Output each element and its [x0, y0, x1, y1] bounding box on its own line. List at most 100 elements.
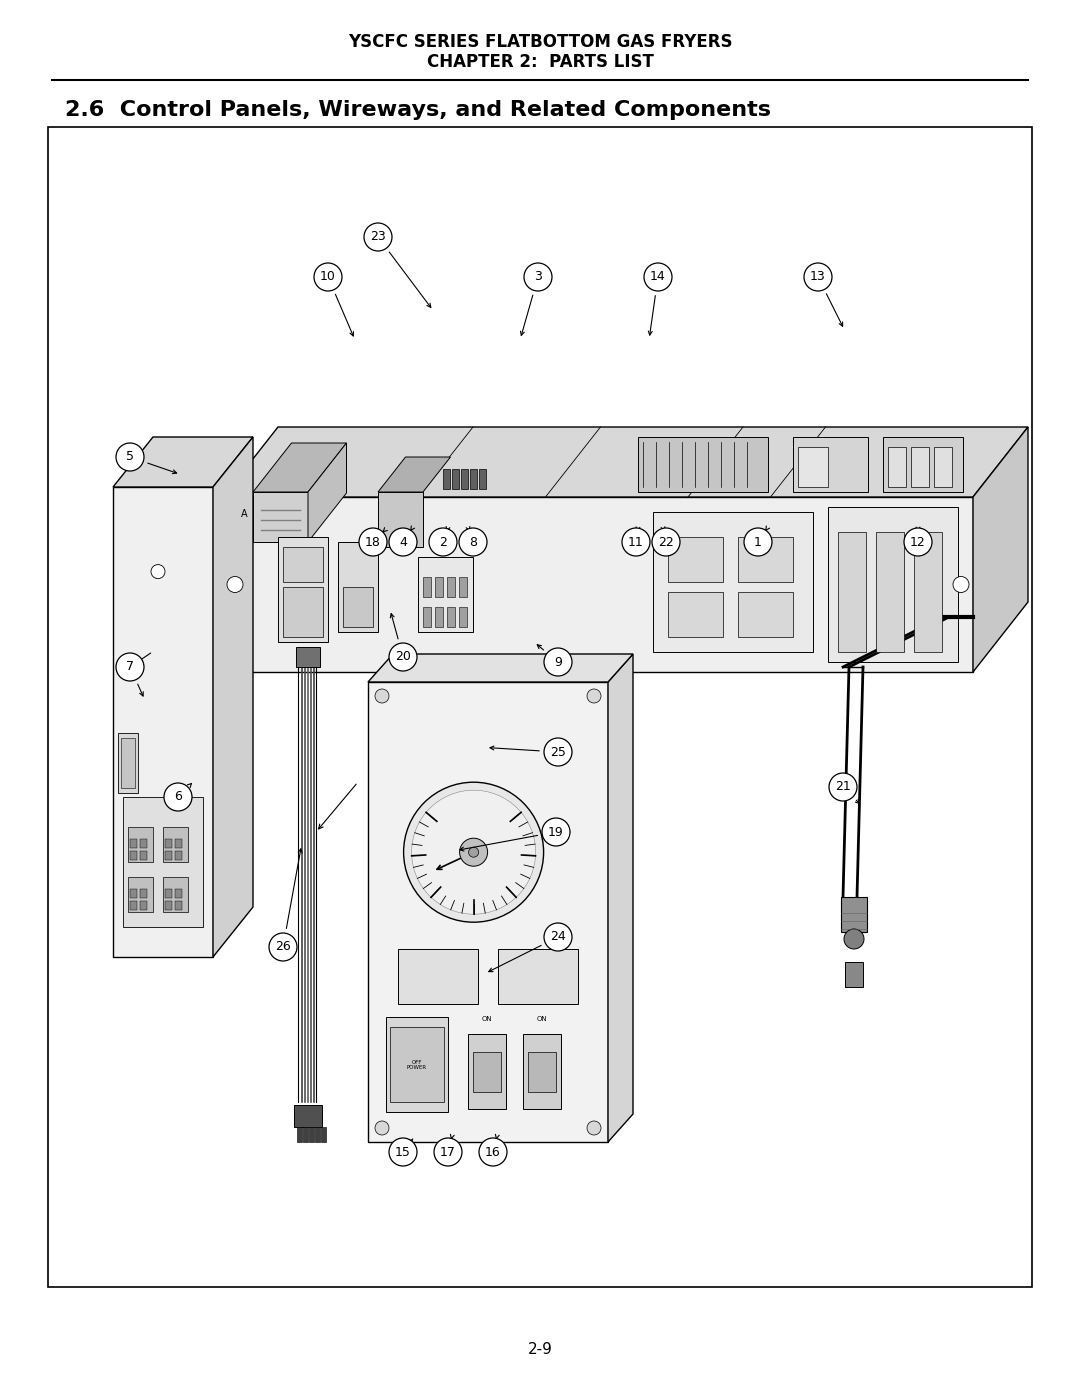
Text: 15: 15	[395, 1146, 410, 1158]
Bar	[140, 888, 147, 898]
Polygon shape	[973, 427, 1028, 672]
Text: 2: 2	[440, 535, 447, 549]
Circle shape	[359, 528, 387, 556]
Circle shape	[544, 738, 572, 766]
Bar	[321, 1127, 326, 1141]
Circle shape	[460, 838, 487, 866]
Circle shape	[524, 263, 552, 291]
Bar	[934, 447, 951, 488]
Bar	[418, 557, 473, 631]
Bar	[294, 1105, 322, 1127]
Bar	[130, 851, 137, 861]
Bar	[343, 587, 373, 627]
Bar	[175, 888, 183, 898]
Bar	[163, 877, 188, 912]
Bar	[48, 127, 1032, 1287]
Circle shape	[744, 528, 772, 556]
Polygon shape	[608, 654, 633, 1141]
Bar	[130, 840, 137, 848]
Bar	[480, 469, 486, 489]
Bar	[841, 897, 867, 932]
Text: A: A	[241, 509, 247, 520]
Bar	[140, 851, 147, 861]
Bar	[453, 469, 459, 489]
Bar	[296, 647, 320, 666]
Bar	[461, 469, 468, 489]
Polygon shape	[213, 437, 253, 957]
Bar	[165, 888, 172, 898]
Text: 8: 8	[469, 535, 477, 549]
Bar	[838, 532, 866, 652]
Bar	[165, 851, 172, 861]
Bar	[399, 949, 478, 1004]
Bar	[390, 1027, 444, 1102]
Bar	[423, 577, 431, 597]
Circle shape	[116, 652, 144, 680]
Circle shape	[164, 782, 192, 812]
Bar	[283, 587, 323, 637]
Text: 3: 3	[535, 271, 542, 284]
Polygon shape	[378, 457, 450, 492]
Bar	[315, 1127, 320, 1141]
Circle shape	[429, 528, 457, 556]
Bar	[914, 532, 942, 652]
Bar	[447, 577, 455, 597]
Text: 7: 7	[126, 661, 134, 673]
Circle shape	[314, 263, 342, 291]
Bar	[368, 682, 608, 1141]
Text: 11: 11	[629, 535, 644, 549]
Text: 20: 20	[395, 651, 410, 664]
Bar	[883, 437, 963, 492]
Text: ON: ON	[537, 1016, 548, 1023]
Bar	[669, 536, 723, 583]
Bar	[498, 949, 578, 1004]
Circle shape	[652, 528, 680, 556]
Bar	[309, 1127, 314, 1141]
Bar	[638, 437, 768, 492]
Bar	[473, 1052, 501, 1092]
Text: 13: 13	[810, 271, 826, 284]
Text: 17: 17	[440, 1146, 456, 1158]
Bar	[175, 901, 183, 909]
Text: 4: 4	[400, 535, 407, 549]
Circle shape	[375, 1120, 389, 1134]
Circle shape	[469, 847, 478, 858]
Circle shape	[904, 528, 932, 556]
Bar	[140, 840, 147, 848]
Text: 14: 14	[650, 271, 666, 284]
Text: ON: ON	[482, 1016, 492, 1023]
Circle shape	[269, 933, 297, 961]
Polygon shape	[253, 443, 347, 492]
Bar	[253, 492, 308, 542]
Bar	[175, 851, 183, 861]
Bar	[435, 608, 443, 627]
Text: 19: 19	[549, 826, 564, 838]
Bar	[798, 447, 828, 488]
Bar	[163, 827, 188, 862]
Bar	[845, 963, 863, 988]
Circle shape	[411, 791, 536, 914]
Text: 1: 1	[754, 535, 761, 549]
Text: 21: 21	[835, 781, 851, 793]
Bar	[468, 1034, 507, 1109]
Text: 16: 16	[485, 1146, 501, 1158]
Bar	[793, 437, 868, 492]
Bar	[283, 548, 323, 583]
Bar	[118, 732, 138, 792]
Bar	[738, 536, 793, 583]
Bar	[470, 469, 477, 489]
Circle shape	[544, 923, 572, 951]
Circle shape	[116, 443, 144, 471]
Text: 25: 25	[550, 746, 566, 759]
Circle shape	[227, 577, 243, 592]
Text: 10: 10	[320, 271, 336, 284]
Circle shape	[622, 528, 650, 556]
Circle shape	[544, 648, 572, 676]
Bar	[129, 827, 153, 862]
Text: OFF
POWER: OFF POWER	[407, 1059, 427, 1070]
Text: YSCFC SERIES FLATBOTTOM GAS FRYERS: YSCFC SERIES FLATBOTTOM GAS FRYERS	[348, 34, 732, 52]
Bar	[129, 877, 153, 912]
Bar	[165, 840, 172, 848]
Polygon shape	[222, 427, 1028, 497]
Text: 5: 5	[126, 450, 134, 464]
